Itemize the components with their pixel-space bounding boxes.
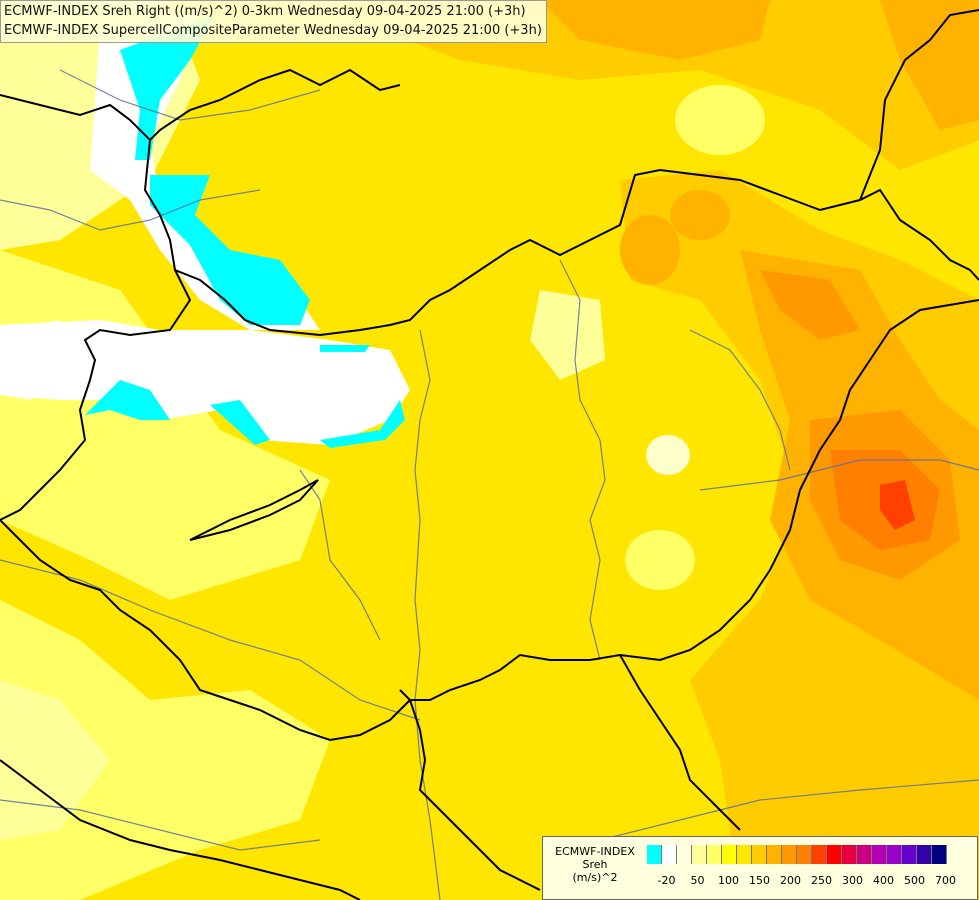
legend-swatch [827, 845, 842, 864]
field-cyan-e [320, 400, 405, 448]
legend-title-param: Sreh [582, 858, 608, 871]
field-orange-ne2 [880, 0, 979, 130]
field-orange-east3 [760, 270, 860, 340]
country-borders [0, 9, 979, 900]
field-orange-ne [540, 0, 770, 60]
legend-tick-label: 200 [780, 874, 801, 887]
field-cyan-d [210, 400, 270, 445]
legend-tick-label: -20 [657, 874, 676, 887]
legend-tick-label: 150 [749, 874, 770, 887]
legend-tick-label: 300 [842, 874, 863, 887]
legend-swatch [917, 845, 932, 864]
rivers [0, 69, 979, 900]
legend-tick-label: 500 [904, 874, 925, 887]
field-cyan-c [85, 380, 170, 420]
legend-swatch [707, 845, 722, 864]
legend-swatch [767, 845, 782, 864]
legend-swatch [872, 845, 887, 864]
color-legend: ECMWF-INDEX Sreh (m/s)^2 -20 50 100 150 200 2… [542, 836, 978, 900]
legend-swatch [887, 845, 902, 864]
title-line-scp: ECMWF-INDEX SupercellCompositeParameter … [4, 23, 542, 38]
legend-tick-label: 250 [811, 874, 832, 887]
legend-swatch [737, 845, 752, 864]
legend-swatch [692, 845, 707, 864]
field-light-sw3 [0, 680, 110, 840]
legend-swatch [797, 845, 812, 864]
legend-swatch [902, 845, 917, 864]
field-light-north [675, 85, 765, 155]
legend-title-unit: (m/s)^2 [572, 871, 618, 884]
legend-swatch [662, 845, 677, 864]
field-orange-blob [620, 215, 680, 285]
legend-tick-label: 700 [935, 874, 956, 887]
legend-swatch [932, 845, 947, 864]
legend-title-model: ECMWF-INDEX [555, 845, 635, 858]
field-pale-center [530, 290, 605, 380]
legend-swatch [812, 845, 827, 864]
legend-swatch [857, 845, 872, 864]
legend-swatch [752, 845, 767, 864]
legend-swatch [647, 845, 662, 864]
legend-tick-label: 400 [873, 874, 894, 887]
legend-ticks: -20 50 100 150 200 250 300 400 500 700 [647, 874, 977, 888]
legend-swatch [842, 845, 857, 864]
legend-tick-label: 50 [690, 874, 705, 887]
title-line-sreh: ECMWF-INDEX Sreh Right ((m/s)^2) 0-3km W… [4, 4, 526, 19]
field-cyan-b [150, 175, 310, 325]
legend-swatch [722, 845, 737, 864]
legend-swatch [677, 845, 692, 864]
legend-swatch [782, 845, 797, 864]
field-light-south [625, 530, 695, 590]
field-orange-blob2 [670, 190, 730, 240]
field-red-core [880, 480, 915, 530]
field-white-a [0, 320, 410, 445]
legend-swatches [647, 845, 947, 864]
field-pale-spot [646, 435, 690, 475]
map-title-box: ECMWF-INDEX Sreh Right ((m/s)^2) 0-3km W… [0, 0, 547, 43]
field-light-sw2 [0, 600, 330, 900]
field-cyan-a [120, 15, 215, 160]
field-cyan-f [320, 345, 370, 352]
legend-title: ECMWF-INDEX Sreh (m/s)^2 [547, 845, 643, 884]
legend-tick-label: 100 [718, 874, 739, 887]
